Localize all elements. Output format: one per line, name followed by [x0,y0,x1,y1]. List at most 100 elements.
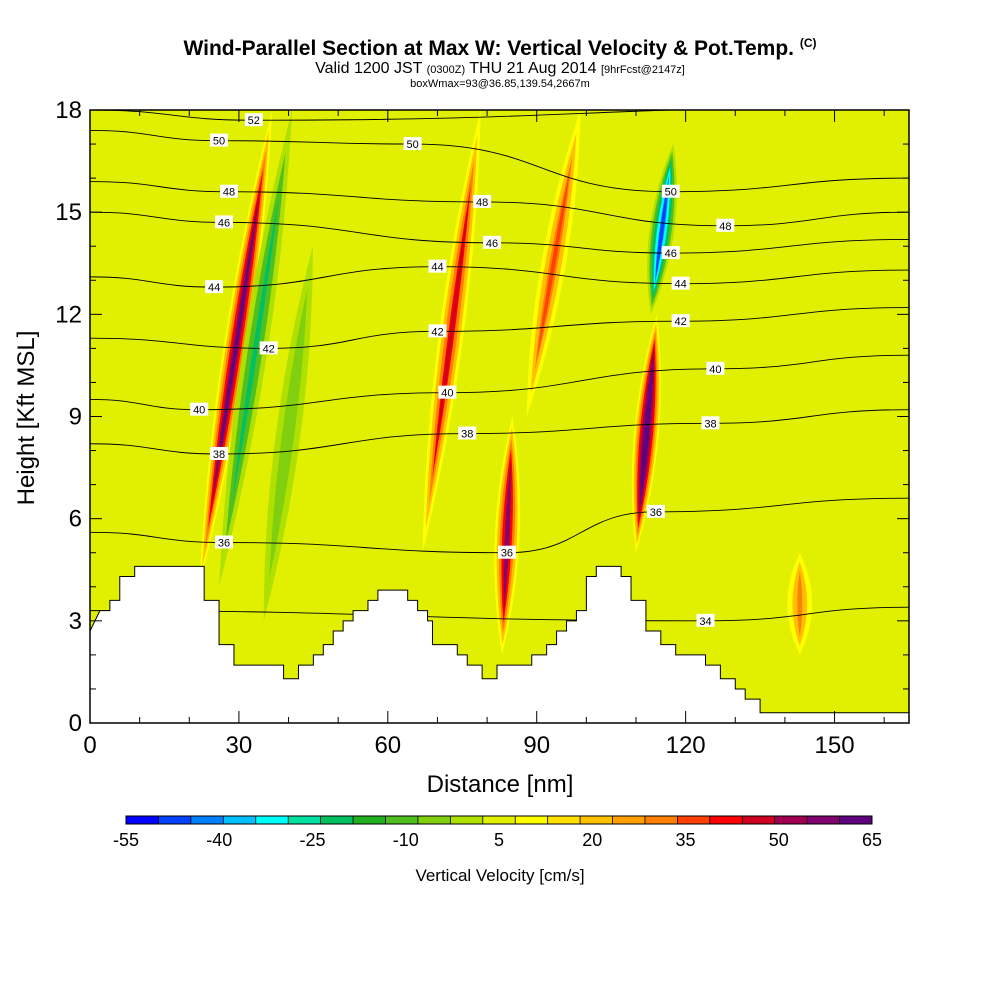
colorbar-swatch [482,816,516,824]
colorbar-swatch [417,816,451,824]
theta-label-box [215,215,234,229]
theta-label-box [646,504,665,518]
theta-label-box [205,280,224,294]
theta-label: 44 [671,276,690,291]
colorbar-tick-label: -40 [206,830,232,850]
theta-label: 34 [696,613,715,628]
theta-label: 36 [215,535,234,550]
x-axis-label: Distance [nm] [427,771,574,798]
theta-label-box [483,235,502,249]
y-tick-label: 0 [69,710,82,737]
x-tick-label: 0 [83,732,96,759]
theta-label: 48 [473,194,492,209]
colorbar-label: Vertical Velocity [cm/s] [415,866,584,885]
colorbar-swatch [288,816,322,824]
theta-label-box [428,324,447,338]
colorbar-tick-label: 20 [582,830,602,850]
theta-label-text: 40 [441,388,453,400]
theta-label-text: 50 [213,136,225,148]
theta-label-text: 44 [208,282,220,294]
theta-label-text: 36 [501,548,513,560]
velocity-level [536,167,571,360]
theta-label-box [661,246,680,260]
y-tick-label: 9 [69,404,82,431]
theta-contour-44 [90,266,909,288]
x-tick-label: 150 [815,732,855,759]
velocity-band [494,416,521,655]
theta-contour-50 [90,129,909,193]
theta-label-text: 48 [719,221,731,233]
colorbar-swatch [644,816,678,824]
theta-label-text: 52 [248,115,260,127]
y-tick-label: 3 [69,608,82,635]
velocity-band [526,110,581,417]
theta-label-text: 48 [223,187,235,199]
theta-label-box [403,137,422,151]
theta-label-box [706,361,725,375]
y-tick-label: 15 [55,199,82,226]
theta-label: 48 [219,184,238,199]
theta-label-box [215,535,234,549]
colorbar-swatch [839,816,873,824]
x-tick-label: 90 [523,732,550,759]
colorbar-tick-label: 35 [675,830,695,850]
theta-label: 38 [210,446,229,461]
colorbar-swatch [450,816,484,824]
colorbar-swatch [677,816,711,824]
theta-contour-34 [90,606,909,622]
theta-label: 50 [661,184,680,199]
y-axis-label: Height [Kft MSL] [13,331,40,506]
theta-label: 42 [428,324,447,338]
colorbar-swatch [774,816,808,824]
velocity-band [787,552,813,655]
theta-label-box [671,276,690,290]
terrain-mask [89,565,910,724]
colorbar-swatch [515,816,549,824]
theta-label: 42 [671,314,690,328]
theta-label-box [497,545,516,559]
colorbar-swatch [385,816,419,824]
theta-label-text: 46 [218,217,230,229]
theta-label-box [244,113,263,127]
velocity-band [263,246,313,621]
colorbar-swatch [223,816,257,824]
theta-contour-labels: 34 36 36 36 38 38 38 40 40 40 42 42 42 44 44 44 46 46 46 48… [190,113,735,628]
theta-label-box [219,184,238,198]
colorbar: -55 -40 -25 -10 5 20 35 50 65 [113,815,882,850]
colorbar-tick-label: -10 [393,830,419,850]
subtitle-forecast: [9hrFcst@2147z] [600,64,685,76]
theta-label: 50 [210,133,229,148]
colorbar-swatch [320,816,354,824]
colorbar-tick-label: -55 [113,830,139,850]
colorbar-swatch [612,816,646,824]
theta-label-text: 48 [476,197,488,209]
title-mark: (C) [799,36,817,50]
theta-label-text: 36 [650,507,662,519]
colorbar-swatch [709,816,743,824]
velocity-level [797,571,803,637]
theta-label-box [438,385,457,399]
theta-label-text: 34 [699,616,711,628]
velocity-band [647,144,677,315]
theta-label: 42 [259,341,278,355]
theta-label: 46 [215,215,234,229]
colorbar-swatch [547,816,581,824]
theta-label: 38 [701,416,720,430]
theta-label-text: 44 [431,262,443,274]
theta-label: 36 [646,504,665,519]
velocity-level [655,178,669,280]
theta-label-box [458,426,477,440]
theta-label-box [661,184,680,198]
theta-label: 50 [403,137,422,151]
chart-title-block: Wind-Parallel Section at Max W: Vertical… [0,36,1000,90]
theta-label-text: 46 [665,248,677,260]
theta-label: 48 [716,218,735,233]
theta-label-box [696,613,715,627]
theta-label: 44 [428,259,447,274]
theta-label-text: 42 [263,343,275,355]
colorbar-swatch [807,816,841,824]
velocity-level [640,363,653,504]
theta-contours [90,110,909,622]
